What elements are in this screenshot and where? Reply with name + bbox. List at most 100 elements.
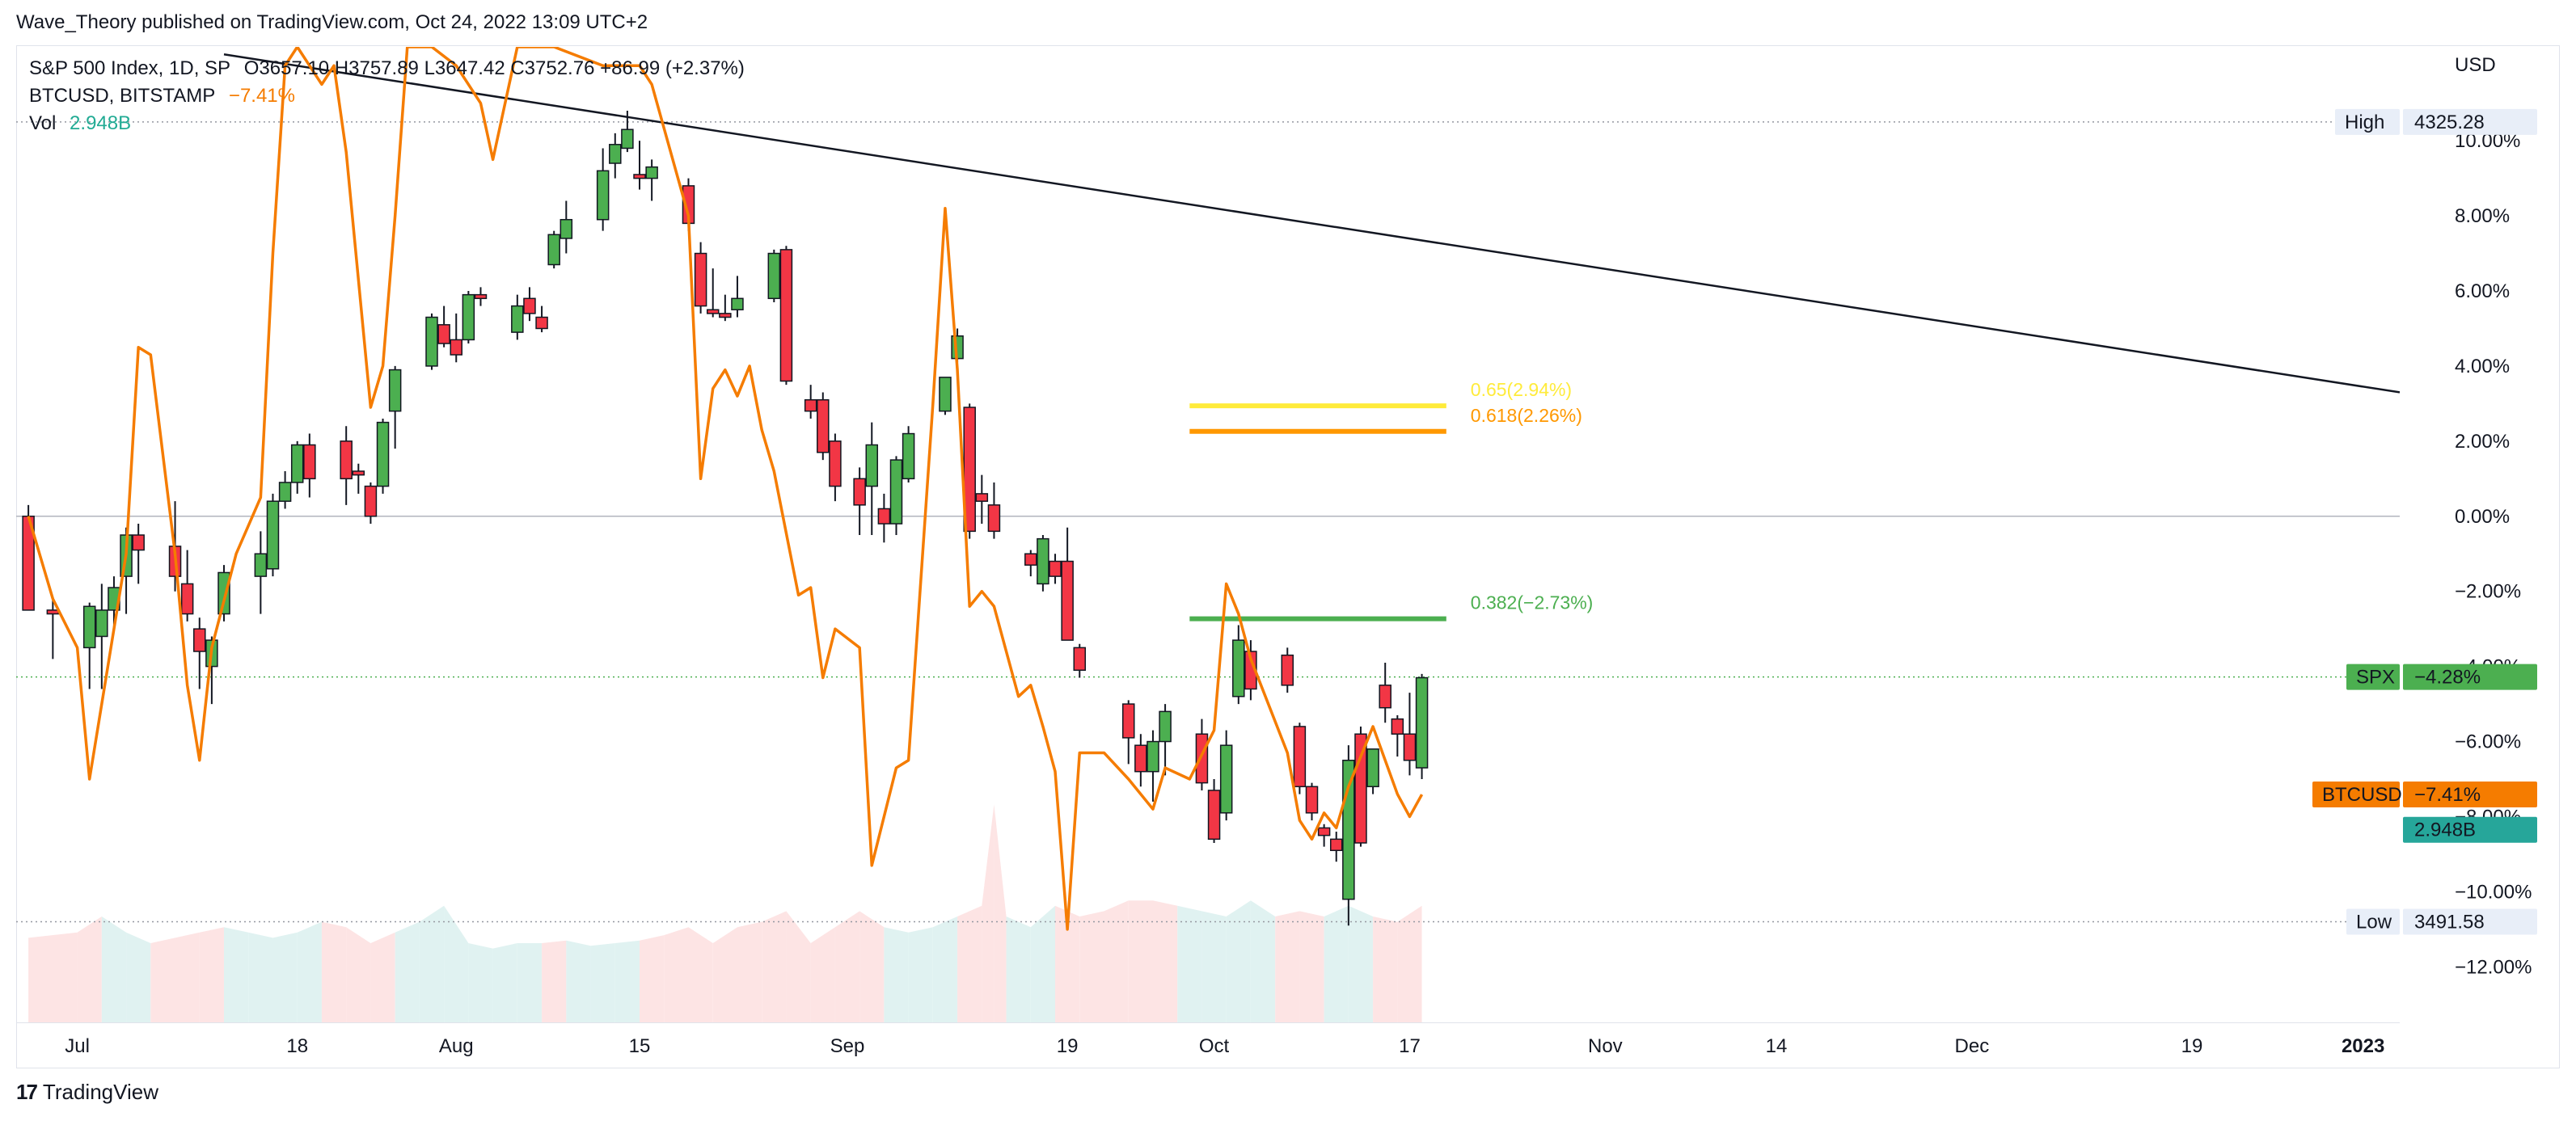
candle-body xyxy=(560,218,573,239)
y-tick-label: −10.00% xyxy=(2455,881,2532,903)
spx-candle xyxy=(939,377,952,415)
legend-main-row[interactable]: S&P 500 Index, 1D, SP O3657.10 H3757.89 … xyxy=(29,55,745,82)
spx-candle xyxy=(511,294,524,340)
low-tag-value-box xyxy=(2403,908,2537,935)
candle-body xyxy=(132,534,145,551)
candle-body xyxy=(731,297,744,310)
volume-segment xyxy=(395,921,420,1023)
volume-segment xyxy=(1030,905,1056,1023)
price-tag: 2.948B xyxy=(2403,816,2537,843)
legend-compare-symbol: BTCUSD, BITSTAMP xyxy=(29,85,216,107)
candle-body xyxy=(254,553,268,577)
spx-candle xyxy=(1293,723,1307,794)
volume-segment xyxy=(224,927,249,1023)
volume-segment xyxy=(272,932,298,1023)
spx-candle xyxy=(963,403,976,539)
candle-body xyxy=(1195,733,1209,784)
candle-body xyxy=(1134,744,1147,773)
spx-candle xyxy=(278,471,292,509)
spx-candle xyxy=(437,305,450,348)
legend-compare-row[interactable]: BTCUSD, BITSTAMP −7.41% xyxy=(29,82,745,110)
spx-candle xyxy=(1121,700,1135,765)
volume-segment xyxy=(1201,911,1227,1023)
spx-candle xyxy=(767,249,781,302)
candle-body xyxy=(193,628,206,652)
spx-candle xyxy=(694,242,707,314)
candle-body xyxy=(511,305,524,333)
candle-body xyxy=(376,421,390,487)
candle-body xyxy=(987,504,1001,533)
volume-segment xyxy=(664,927,689,1023)
spx-candle xyxy=(706,268,720,318)
spx-candle xyxy=(95,584,108,689)
volume-segment xyxy=(982,804,995,1023)
volume-segment xyxy=(614,940,640,1023)
candle-body xyxy=(1379,685,1391,709)
spx-candle xyxy=(975,474,989,525)
volume-segment xyxy=(517,943,543,1023)
y-tick-label: −2.00% xyxy=(2455,581,2521,603)
candle-body xyxy=(462,293,475,341)
candle-body xyxy=(535,316,548,330)
volume-segment xyxy=(1299,911,1324,1023)
spx-candle xyxy=(877,493,891,543)
high-tag: High 4325.28 xyxy=(2335,108,2537,135)
candle-body xyxy=(1391,718,1404,735)
volume-area xyxy=(28,804,1422,1023)
tradingview-logo[interactable]: 17 TradingView xyxy=(16,1080,158,1105)
volume-segment xyxy=(810,927,835,1023)
spx-candle xyxy=(376,418,390,494)
fib-level-label: 0.618(2.26%) xyxy=(1471,405,1582,426)
spx-candle xyxy=(987,482,1001,539)
spx-candle xyxy=(804,385,817,419)
spx-candle xyxy=(1403,693,1417,776)
volume-segment xyxy=(468,943,493,1023)
candle-body xyxy=(633,174,646,179)
spx-candle xyxy=(180,550,194,621)
spx-candle xyxy=(266,493,280,577)
spx-candle xyxy=(1159,704,1172,776)
publisher-credit: Wave_Theory published on TradingView.com… xyxy=(16,11,648,33)
volume-segment xyxy=(1250,900,1276,1023)
volume-segment xyxy=(1006,916,1031,1023)
volume-segment xyxy=(1104,900,1129,1023)
candle-body xyxy=(1037,537,1049,585)
spx-candle xyxy=(1049,554,1062,584)
candle-body xyxy=(46,609,60,615)
spx-candle xyxy=(340,426,353,505)
price-tag: BTCUSD −7.41% xyxy=(2312,782,2537,808)
volume-segment xyxy=(175,932,200,1023)
x-tick-label: 18 xyxy=(286,1035,308,1057)
candle-body xyxy=(217,571,230,615)
candle-body xyxy=(877,508,891,525)
candle-body xyxy=(1415,676,1429,769)
volume-segment xyxy=(884,927,909,1023)
spx-candle xyxy=(290,440,304,494)
tradingview-wordmark: TradingView xyxy=(42,1080,158,1104)
spx-candle xyxy=(1317,824,1331,847)
candle-body xyxy=(975,493,989,502)
candle-body xyxy=(95,609,108,638)
candle-body xyxy=(1219,744,1233,814)
spx-candle xyxy=(1342,745,1355,926)
candle-body xyxy=(1159,710,1172,743)
price-tag-label-box xyxy=(2312,782,2400,808)
y-tick-label: 2.00% xyxy=(2455,431,2510,453)
spx-candle xyxy=(1219,730,1233,821)
spx-candle xyxy=(1305,782,1319,821)
volume-segment xyxy=(199,927,225,1023)
legend-volume-row[interactable]: Vol 2.948B xyxy=(29,110,745,137)
legend-compare-value: −7.41% xyxy=(228,85,295,107)
low-tag-value: 3491.58 xyxy=(2414,912,2485,933)
spx-candle xyxy=(22,504,35,611)
candle-body xyxy=(1305,786,1319,814)
volume-segment xyxy=(762,911,787,1023)
volume-segment xyxy=(1055,905,1080,1023)
time-axis: Jul 18 Aug 15 Sep 19 Oct 17 Nov 14 Dec 19 2023 xyxy=(65,1035,2384,1057)
spx-candle xyxy=(82,602,96,689)
spx-candle xyxy=(474,287,488,306)
spx-candle xyxy=(523,287,536,322)
volume-segment xyxy=(640,935,665,1023)
spx-candle xyxy=(1207,779,1221,843)
